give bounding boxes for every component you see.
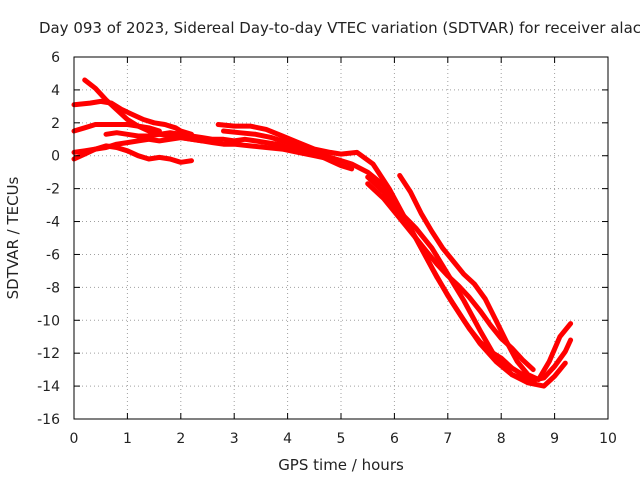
y-tick-label: -4 [46, 215, 60, 231]
y-tick-label: 2 [51, 116, 60, 132]
x-tick-label: 3 [230, 431, 239, 447]
chart-title: Day 093 of 2023, Sidereal Day-to-day VTE… [39, 19, 640, 37]
axis-ticks: 0 1 2 3 4 5 6 7 8 9 10 -16 -14 -12 -10 -8 -6 -4 -2 0 2 4 6 [37, 50, 617, 447]
x-tick-label: 6 [390, 431, 399, 447]
y-tick-label: -8 [46, 280, 60, 296]
x-tick-label: 7 [443, 431, 452, 447]
y-tick-label: -12 [37, 346, 60, 362]
x-tick-label: 1 [123, 431, 132, 447]
x-tick-label: 9 [550, 431, 559, 447]
series-line-track-10 [365, 174, 574, 384]
y-tick-label: -16 [37, 412, 60, 428]
series-line-track-3 [71, 122, 162, 134]
x-tick-label: 10 [599, 431, 617, 447]
series-line-track-9 [397, 173, 574, 382]
y-tick-label: 6 [51, 50, 60, 66]
y-tick-label: 4 [51, 83, 60, 99]
x-tick-label: 5 [337, 431, 346, 447]
y-tick-label: -14 [37, 379, 60, 395]
series-line-track-11 [365, 181, 536, 373]
x-tick-label: 8 [497, 431, 506, 447]
x-tick-label: 0 [70, 431, 79, 447]
y-axis-label: SDTVAR / TECUs [4, 176, 22, 299]
x-axis-label: GPS time / hours [278, 456, 404, 474]
y-tick-label: -2 [46, 182, 60, 198]
y-tick-label: 0 [51, 149, 60, 165]
data-series [71, 77, 574, 389]
x-tick-label: 2 [176, 431, 185, 447]
y-tick-label: -10 [37, 313, 60, 329]
series-line-track-5 [71, 135, 205, 155]
y-tick-label: -6 [46, 247, 60, 263]
grid-lines [74, 57, 608, 419]
x-tick-label: 4 [283, 431, 292, 447]
series-line-track-2 [71, 98, 194, 137]
